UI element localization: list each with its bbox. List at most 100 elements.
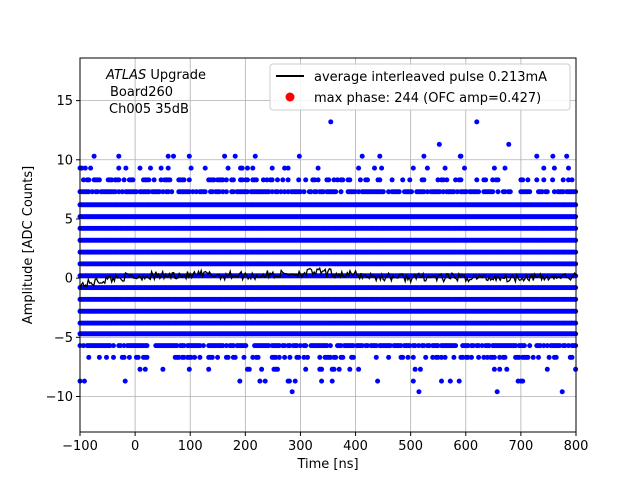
sample-point: [412, 343, 418, 349]
sample-point: [146, 177, 152, 183]
sample-point: [386, 189, 392, 195]
sample-point: [515, 378, 521, 384]
sample-point: [453, 177, 459, 183]
y-tick-label: 5: [65, 212, 73, 227]
sample-point: [338, 189, 344, 195]
sample-point: [294, 343, 300, 349]
sample-point: [275, 177, 280, 183]
sample-point: [497, 354, 503, 360]
sample-point: [451, 189, 457, 195]
sample-point: [329, 378, 335, 384]
sample-point: [287, 343, 293, 349]
sample-point: [287, 354, 293, 360]
sample-point: [336, 366, 342, 372]
plot-frame: [79, 57, 577, 433]
sample-point: [297, 343, 303, 349]
sample-point: [502, 189, 508, 195]
sample-point: [137, 165, 143, 171]
sample-point: [331, 366, 337, 372]
sample-point: [243, 343, 249, 349]
sample-point: [308, 189, 314, 195]
sample-point: [400, 177, 406, 183]
sample-point: [541, 177, 547, 183]
sample-point: [186, 153, 192, 159]
sample-point: [312, 177, 318, 183]
sample-point: [560, 189, 566, 195]
sample-point: [497, 366, 503, 372]
sample-point: [167, 177, 173, 183]
sample-point: [192, 354, 198, 360]
sample-point: [116, 189, 122, 195]
sample-point: [421, 343, 427, 349]
sample-point: [181, 343, 187, 349]
sample-point: [356, 165, 362, 171]
sample-point: [447, 378, 453, 384]
sample-point: [359, 153, 365, 159]
legend-max-phase-label: max phase: 244 (OFC amp=0.427): [314, 91, 541, 106]
sample-point: [474, 119, 480, 125]
sample-point: [389, 177, 395, 183]
sample-point: [462, 165, 467, 171]
x-tick-label: 100: [178, 439, 203, 454]
x-tick-label: −100: [62, 439, 98, 454]
sample-point: [476, 343, 482, 349]
sample-point: [275, 366, 280, 372]
sample-point: [340, 177, 346, 183]
sample-point: [158, 177, 164, 183]
sample-point: [126, 354, 132, 360]
sample-point: [407, 343, 413, 349]
sample-point: [86, 189, 92, 195]
sample-point: [421, 153, 427, 159]
sample-point: [569, 354, 575, 360]
sample-point: [539, 189, 545, 195]
y-tick-label: 10: [56, 153, 73, 168]
sample-point: [410, 378, 416, 384]
sample-point: [491, 366, 497, 372]
sample-point: [232, 153, 238, 159]
sample-point: [544, 366, 550, 372]
sample-point: [269, 189, 275, 195]
sample-point: [377, 153, 383, 159]
sample-point: [569, 177, 575, 183]
sample-point: [112, 189, 118, 195]
sample-point: [356, 189, 362, 195]
sample-point: [521, 343, 527, 349]
sample-point: [327, 343, 333, 349]
sample-point: [352, 189, 358, 195]
sample-point: [520, 378, 526, 384]
atlas-label: ATLAS: [105, 68, 146, 83]
sample-point: [451, 354, 457, 360]
sample-point: [160, 189, 166, 195]
sample-point: [379, 165, 385, 171]
sample-point: [444, 177, 450, 183]
sample-point: [436, 141, 442, 147]
channel-label: Ch005 35dB: [109, 102, 189, 117]
sample-point: [186, 177, 192, 183]
sample-point: [262, 378, 268, 384]
sample-point: [111, 343, 116, 349]
sample-point: [116, 153, 122, 159]
sample-point: [551, 189, 557, 195]
board-label: Board260: [110, 85, 173, 100]
sample-point: [144, 354, 150, 360]
sample-point: [252, 153, 258, 159]
sample-point: [123, 165, 129, 171]
sample-point: [257, 378, 263, 384]
sample-point: [151, 177, 157, 183]
sample-point: [377, 177, 383, 183]
sample-point: [357, 177, 363, 183]
sample-point: [424, 189, 430, 195]
sample-point: [273, 354, 279, 360]
sample-point: [96, 177, 102, 183]
y-tick-label: −10: [46, 390, 73, 405]
sample-point: [442, 165, 448, 171]
sample-point: [209, 354, 215, 360]
sample-point: [197, 354, 203, 360]
sample-point: [297, 189, 303, 195]
sample-point: [223, 189, 229, 195]
sample-point: [220, 343, 226, 349]
sample-point: [86, 354, 92, 360]
sample-point: [165, 153, 171, 159]
sample-point: [216, 189, 222, 195]
